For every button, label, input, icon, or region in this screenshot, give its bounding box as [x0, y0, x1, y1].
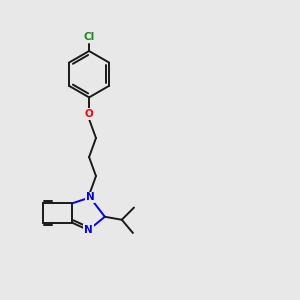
Text: Cl: Cl	[83, 32, 95, 42]
Text: N: N	[84, 225, 93, 235]
Text: N: N	[85, 192, 94, 203]
Text: O: O	[85, 109, 93, 119]
